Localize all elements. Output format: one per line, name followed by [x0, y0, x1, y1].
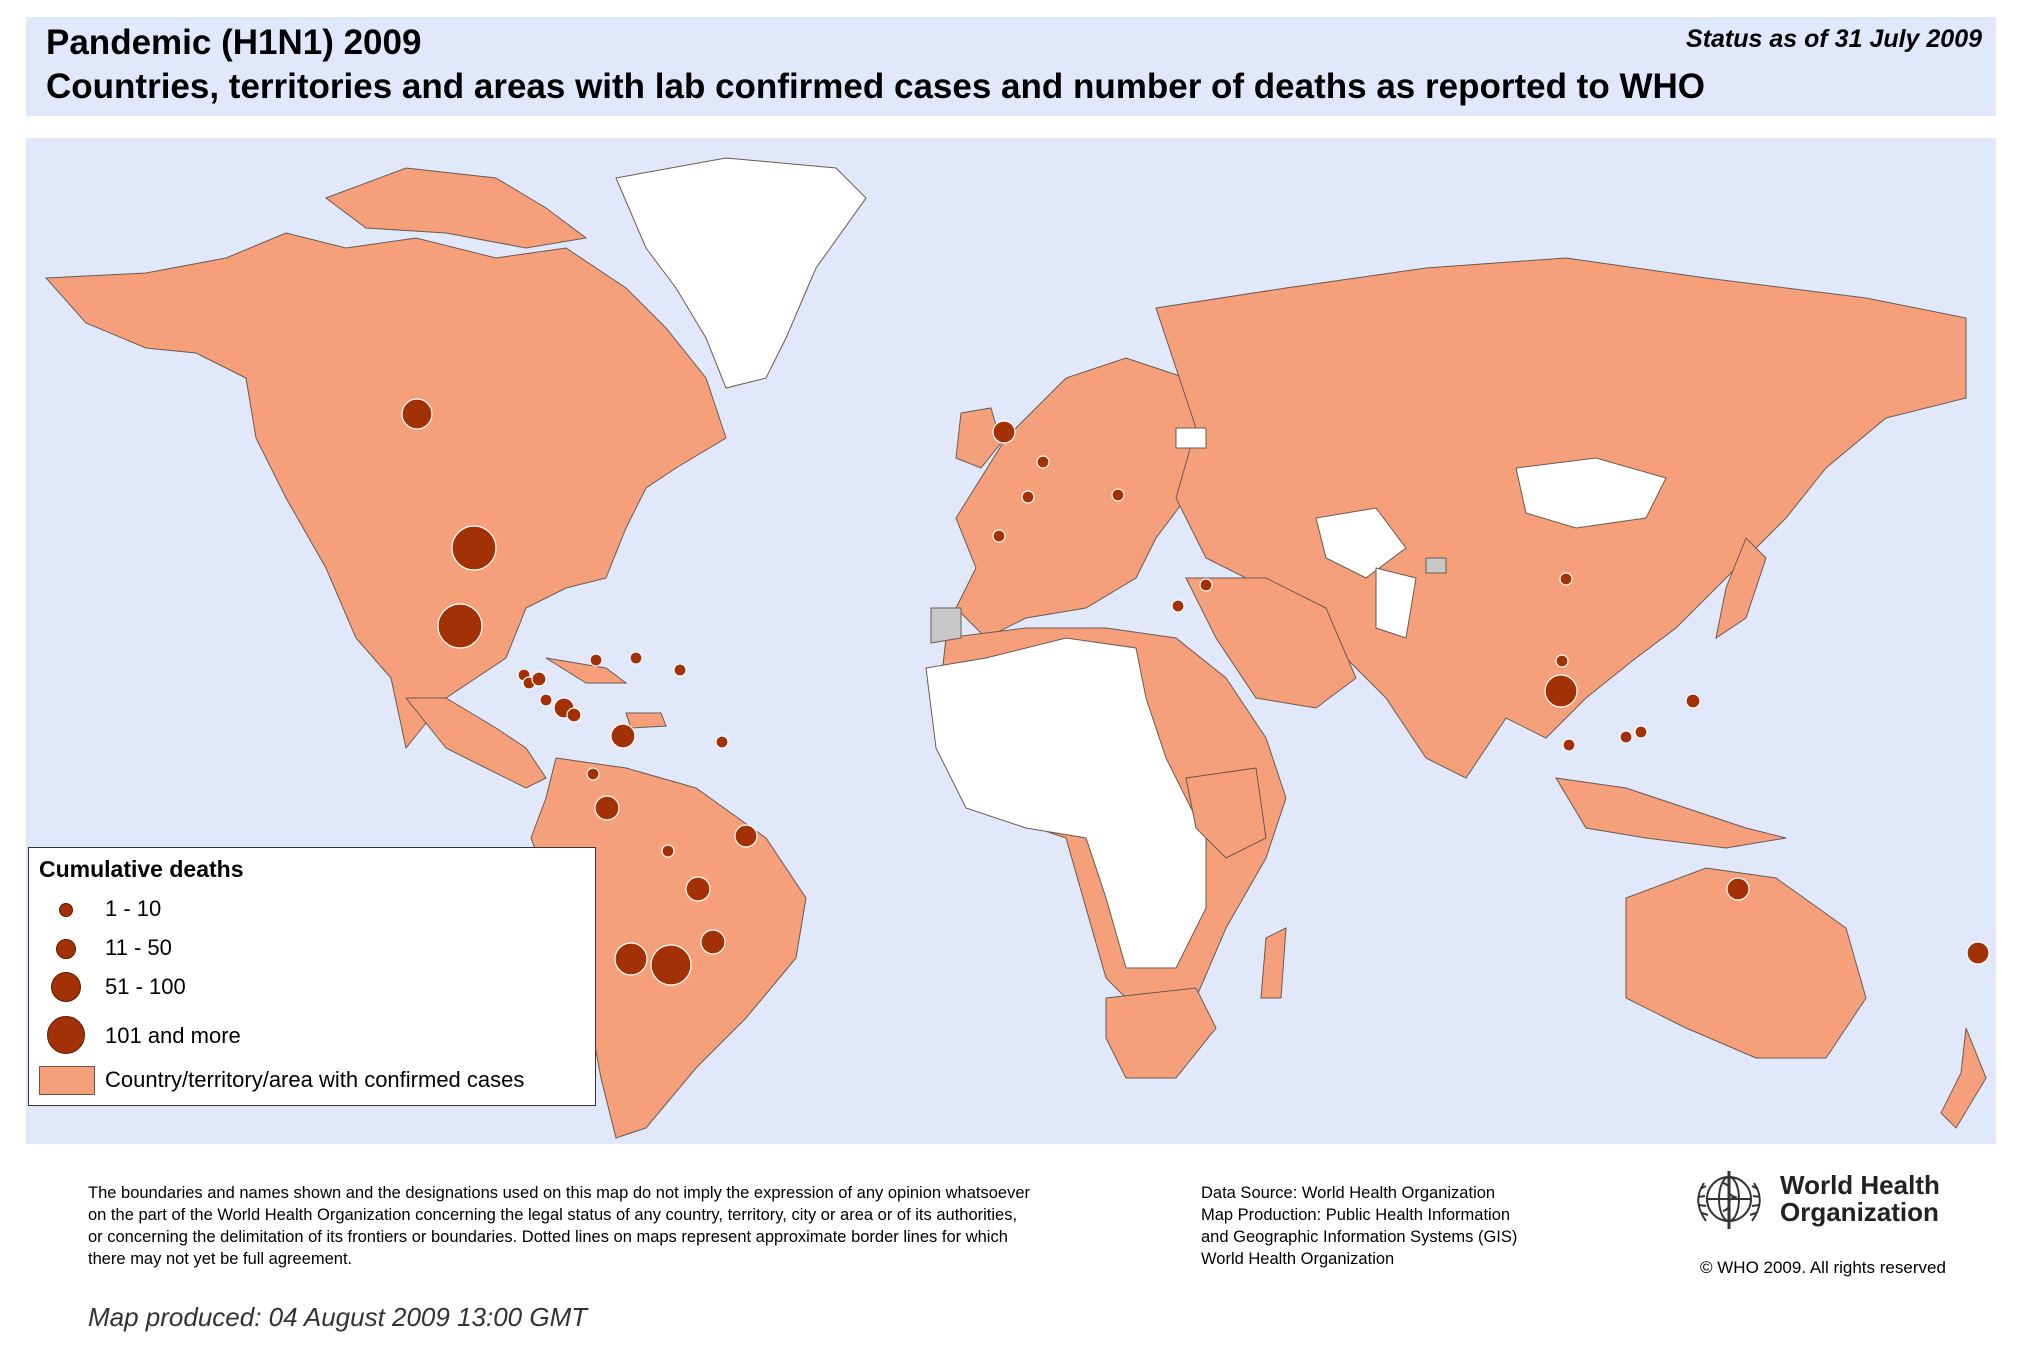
death-marker-brunei — [1619, 730, 1633, 744]
map-produced-date: Map produced: 04 August 2009 13:00 GMT — [88, 1302, 588, 1332]
death-marker-israel — [1199, 578, 1213, 592]
who-wordmark-line: World Health — [1780, 1170, 1940, 1200]
death-marker-panama — [566, 707, 582, 723]
death-marker-paraguay — [685, 876, 711, 902]
death-marker-venezuela — [715, 735, 729, 749]
land-western-sahara — [930, 607, 962, 644]
disclaimer-line: The boundaries and names shown and the d… — [88, 1184, 1031, 1202]
status-date: Status as of 31 July 2009 — [1686, 25, 1982, 53]
land-pakistan-gap — [1375, 567, 1417, 639]
who-wordmark-line: Organization — [1780, 1197, 1939, 1227]
disclaimer-text: The boundaries and names shown and the d… — [88, 1182, 1148, 1270]
legend-label: 51 - 100 — [105, 974, 186, 999]
death-marker-colombia — [610, 723, 636, 749]
death-marker-new-zealand — [1966, 941, 1990, 965]
legend-item-51-100: 51 - 100 — [29, 971, 589, 1005]
death-marker-bolivia — [661, 844, 675, 858]
death-marker-cambodia — [1555, 654, 1569, 668]
land-japan — [1715, 537, 1767, 640]
legend-item-11-50: 11 - 50 — [29, 932, 589, 966]
death-marker-nicaragua — [539, 693, 553, 707]
legend-label: 11 - 50 — [105, 935, 172, 960]
land-central-asia-gap — [1315, 507, 1407, 579]
source-line: World Health Organization — [1201, 1250, 1395, 1268]
legend-title: Cumulative deaths — [39, 856, 244, 882]
deaths-symbol-small — [59, 903, 73, 917]
legend-item-1-10: 1 - 10 — [29, 893, 589, 927]
death-marker-thailand — [1544, 674, 1578, 708]
land-cuba — [545, 657, 628, 684]
death-marker-egypt — [1171, 599, 1185, 613]
death-marker-dominican-rep — [629, 651, 643, 665]
map-header: Pandemic (H1N1) 2009 Countries, territor… — [26, 17, 1996, 116]
death-marker-singapore — [1634, 725, 1648, 739]
land-new-zealand — [1940, 1027, 1987, 1129]
map-title: Pandemic (H1N1) 2009 — [46, 23, 422, 62]
land-greenland — [615, 157, 867, 389]
death-marker-canada — [401, 398, 433, 430]
who-emblem-icon — [1697, 1171, 1761, 1229]
land-hispaniola — [625, 712, 667, 729]
death-marker-jamaica — [589, 653, 603, 667]
death-marker-spain — [992, 529, 1006, 543]
land-africa-white — [925, 637, 1207, 969]
deaths-symbol-large — [51, 972, 81, 1002]
map-subtitle: Countries, territories and areas with la… — [46, 67, 1705, 106]
land-indonesia — [1555, 777, 1787, 849]
deaths-symbol-xlarge — [47, 1016, 85, 1054]
land-southern-africa — [1105, 987, 1217, 1079]
death-marker-trinidad — [673, 663, 687, 677]
legend-item-confirmed-cases: Country/territory/area with confirmed ca… — [29, 1064, 589, 1098]
world-map-svg — [44, 157, 1990, 1139]
data-source: Data Source: World Health Organization M… — [1201, 1182, 1517, 1270]
copyright-notice: © WHO 2009. All rights reserved — [1700, 1258, 1946, 1277]
legend-label: 1 - 10 — [105, 896, 162, 921]
disclaimer-line: there may not yet be full agreement. — [88, 1250, 353, 1268]
death-marker-ecuador — [586, 767, 600, 781]
land-mongolia — [1515, 457, 1667, 529]
death-marker-australia — [1726, 877, 1750, 901]
death-marker-uk — [992, 420, 1016, 444]
land-madagascar — [1260, 927, 1287, 999]
death-marker-usa — [451, 525, 497, 571]
deaths-symbol-medium — [56, 939, 76, 959]
source-line: Data Source: World Health Organization — [1201, 1184, 1496, 1202]
death-marker-peru — [594, 795, 620, 821]
death-marker-brazil — [734, 824, 758, 848]
death-marker-uruguay — [700, 929, 726, 955]
legend-label: Country/territory/area with confirmed ca… — [105, 1067, 525, 1092]
land-belarus — [1175, 427, 1207, 449]
disclaimer-line: or concerning the delimitation of its fr… — [88, 1228, 1008, 1246]
legend-label: 101 and more — [105, 1023, 241, 1048]
confirmed-cases-swatch — [39, 1066, 95, 1095]
source-line: and Geographic Information Systems (GIS) — [1201, 1228, 1518, 1246]
land-arctic-islands — [324, 167, 588, 249]
who-wordmark: World Health Organization — [1780, 1172, 1940, 1226]
death-marker-france — [1021, 490, 1035, 504]
map-legend: Cumulative deaths 1 - 10 11 - 50 51 - 10… — [28, 847, 596, 1106]
land-central-america — [404, 697, 547, 789]
death-marker-argentina — [650, 944, 692, 986]
death-marker-philippines — [1685, 693, 1701, 709]
land-north-america — [44, 232, 727, 750]
land-europe — [955, 357, 1207, 639]
death-marker-malaysia — [1562, 738, 1576, 752]
land-middle-east — [1185, 577, 1357, 709]
death-marker-china — [1559, 572, 1573, 586]
death-marker-chile — [614, 942, 648, 976]
legend-item-101-more: 101 and more — [29, 1016, 589, 1054]
disclaimer-line: on the part of the World Health Organiza… — [88, 1206, 1018, 1224]
land-east-africa — [1185, 767, 1267, 859]
land-uk — [955, 407, 1002, 469]
death-marker-honduras — [531, 671, 547, 687]
land-australia — [1625, 867, 1867, 1059]
death-marker-mexico — [437, 603, 483, 649]
death-marker-hungary — [1111, 488, 1125, 502]
death-marker-netherlands — [1036, 455, 1050, 469]
land-kashmir — [1425, 557, 1447, 574]
source-line: Map Production: Public Health Informatio… — [1201, 1206, 1511, 1224]
